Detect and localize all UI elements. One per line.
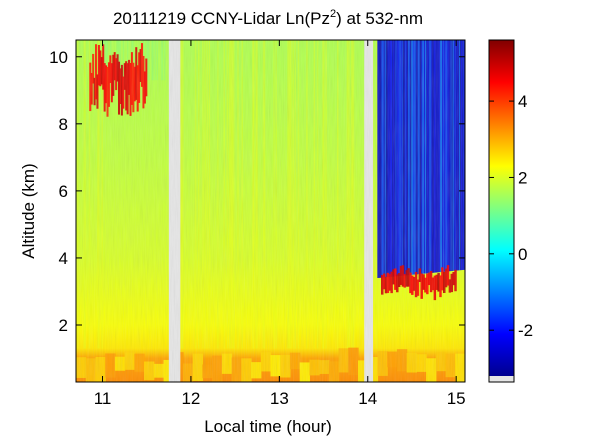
title-tail: ) at 532-nm [336,9,423,28]
y-tick-label: 10 [49,48,68,67]
chart-title: 20111219 CCNY-Lidar Ln(Pz2) at 532-nm [113,8,423,28]
x-tick-label: 14 [358,389,377,408]
y-axis: 2 4 6 8 10 [49,48,465,335]
colorbar-tick-label: 0 [518,245,527,264]
heatmap-speckle [76,40,465,382]
x-tick-label: 15 [447,389,466,408]
colorbar-tick-label: -2 [518,321,533,340]
y-tick-label: 2 [59,316,68,335]
x-tick-label: 12 [181,389,200,408]
heatmap-plot-area [76,40,465,382]
y-tick-label: 6 [59,182,68,201]
colorbar-frame [488,39,515,383]
x-axis: 11 12 13 14 15 [94,40,466,408]
colorbar-ticks: -2 0 2 4 [489,92,533,340]
y-tick-label: 8 [59,115,68,134]
colorbar-tick-label: 4 [518,92,527,111]
x-tick-label: 13 [270,389,289,408]
y-tick-label: 4 [59,249,68,268]
colorbar-gradient [489,40,514,376]
x-tick-label: 11 [94,389,112,408]
colorbar-tick-label: 2 [518,168,527,187]
y-axis-label: Altitude (km) [19,163,38,258]
colorbar-no-data-swatch [489,376,514,382]
title-main: 20111219 CCNY-Lidar Ln(Pz [113,9,330,28]
title-superscript: 2 [330,8,336,20]
colorbar: -2 0 2 4 [488,39,533,383]
plot-frame [75,39,466,383]
x-axis-label: Local time (hour) [204,417,332,436]
